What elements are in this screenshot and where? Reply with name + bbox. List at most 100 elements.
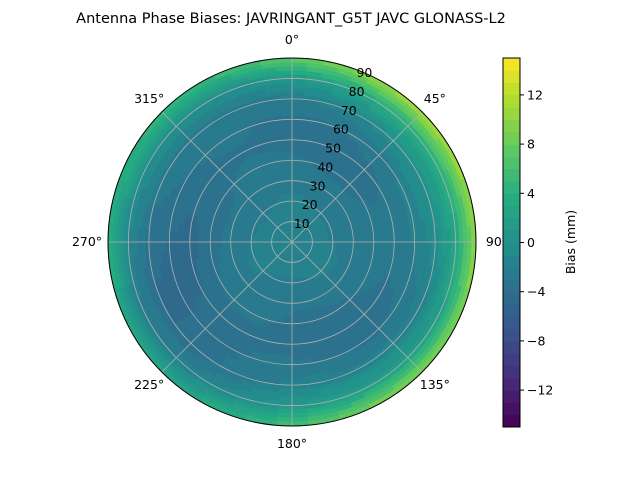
contour-cell <box>291 298 298 304</box>
contour-cell <box>193 241 199 251</box>
contour-cell <box>369 241 375 250</box>
contour-cell <box>284 159 293 165</box>
contour-cell <box>281 351 293 357</box>
colorbar-level <box>503 377 520 391</box>
contour-cell <box>369 234 375 243</box>
radial-tick-label: 50 <box>325 141 341 156</box>
contour-cell <box>250 241 256 246</box>
contour-cell <box>344 236 350 243</box>
contour-cell <box>197 241 203 251</box>
contour-cell <box>385 241 391 251</box>
contour-cell <box>291 159 300 165</box>
colorbar-level <box>503 119 520 133</box>
colorbar-tick-label: 8 <box>527 137 535 152</box>
colorbar-level <box>503 230 520 243</box>
colorbar-level <box>503 144 520 157</box>
contour-cell <box>213 234 219 243</box>
contour-cell <box>291 294 298 300</box>
polar-grid <box>107 57 477 427</box>
colorbar-level <box>503 193 520 207</box>
contour-cell <box>283 327 293 333</box>
colorbar-level <box>503 267 520 280</box>
contour-cell <box>283 147 293 153</box>
contour-cell <box>291 172 299 178</box>
contour-cell <box>242 237 248 243</box>
contour-cell <box>377 241 383 251</box>
contour-cell <box>181 232 187 243</box>
contour-cell <box>291 127 303 133</box>
colorbar-level <box>503 279 520 293</box>
contour-cell <box>177 241 183 253</box>
contour-cell <box>246 241 252 247</box>
contour-cell <box>328 238 334 243</box>
contour-cell <box>285 168 293 174</box>
angular-tick-label: 225° <box>134 377 164 392</box>
colorbar-level <box>503 168 520 182</box>
contour-cell <box>291 310 299 316</box>
contour-cell <box>286 298 293 304</box>
contour-cell <box>340 241 346 247</box>
contour-cell <box>283 331 293 337</box>
colorbar-level <box>503 365 520 379</box>
contour-cell <box>324 238 330 243</box>
contour-cell <box>291 347 302 353</box>
contour-cell <box>360 235 366 243</box>
contour-cell <box>288 200 293 206</box>
colorbar-level <box>503 340 520 354</box>
contour-cell <box>283 335 293 341</box>
radial-tick-label: 80 <box>349 84 365 99</box>
colorbar-level <box>503 94 520 108</box>
colorbar-tick-label: 12 <box>527 87 543 102</box>
contour-cell <box>209 241 215 250</box>
contour-cell <box>291 290 297 296</box>
contour-cell <box>283 151 293 157</box>
contour-cell <box>291 315 300 321</box>
colorbar-level <box>503 328 520 342</box>
contour-cell <box>282 347 293 353</box>
contour-cell <box>356 235 362 243</box>
colorbar-level <box>503 304 520 317</box>
contour-cell <box>291 270 296 276</box>
contour-cell <box>356 241 362 249</box>
contour-cell <box>360 241 366 249</box>
contour-cell <box>381 241 387 251</box>
contour-cell <box>291 319 300 325</box>
colorbar-level <box>503 414 520 428</box>
radial-tick-label: 10 <box>294 216 310 231</box>
contour-cell <box>291 274 296 280</box>
contour-cell <box>213 241 219 250</box>
contour-cell <box>401 241 407 253</box>
contour-cell <box>230 236 236 243</box>
colorbar-level <box>503 58 520 71</box>
contour-cell <box>336 241 342 247</box>
contour-cell <box>291 192 297 198</box>
contour-cell <box>291 176 299 182</box>
radial-tick-label: 60 <box>333 122 349 137</box>
contour-cell <box>284 319 293 325</box>
radial-tick-label: 40 <box>317 159 333 174</box>
contour-cell <box>401 231 407 243</box>
contour-cell <box>291 327 301 333</box>
contour-cell <box>201 241 207 251</box>
contour-cell <box>288 204 293 210</box>
angular-tick-label: 270° <box>72 234 102 249</box>
colorbar-level <box>503 316 520 330</box>
colorbar-level <box>503 353 520 366</box>
angular-tick-label: 45° <box>424 91 446 106</box>
contour-cell <box>287 290 293 296</box>
contour-cell <box>209 234 215 243</box>
contour-cell <box>340 237 346 243</box>
contour-cell <box>281 127 293 133</box>
contour-cell <box>226 241 232 249</box>
radial-tick-label: 30 <box>310 178 326 193</box>
colorbar-label: Bias (mm) <box>563 210 578 274</box>
contour-cell <box>348 236 354 243</box>
colorbar-level <box>503 70 520 84</box>
contour-cell <box>291 302 299 308</box>
contour-cell <box>291 131 302 137</box>
contour-cell <box>285 306 293 312</box>
contour-cell <box>285 176 293 182</box>
contour-cell <box>352 235 358 243</box>
contour-cell <box>286 294 293 300</box>
